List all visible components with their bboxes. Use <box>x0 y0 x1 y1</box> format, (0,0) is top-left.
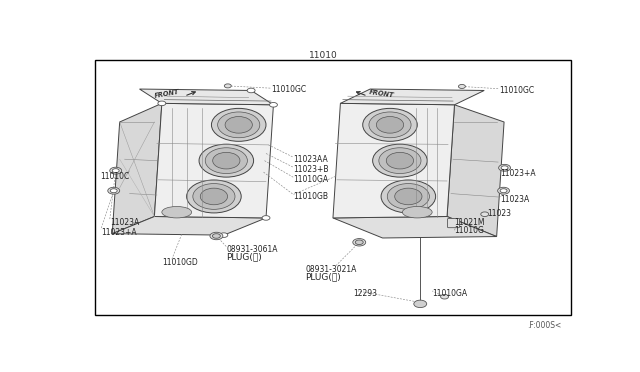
Ellipse shape <box>187 180 241 213</box>
Ellipse shape <box>193 183 235 209</box>
Text: FRONT: FRONT <box>369 89 394 98</box>
Circle shape <box>108 187 120 194</box>
Text: 11023+B: 11023+B <box>293 165 329 174</box>
Ellipse shape <box>363 108 417 141</box>
Polygon shape <box>154 103 273 218</box>
Circle shape <box>262 216 270 220</box>
Circle shape <box>355 240 364 244</box>
Ellipse shape <box>372 144 428 177</box>
Text: 08931-3061A: 08931-3061A <box>227 245 278 254</box>
Polygon shape <box>333 103 454 218</box>
Circle shape <box>225 84 231 88</box>
Circle shape <box>499 164 511 171</box>
Polygon shape <box>333 217 497 238</box>
Text: 11010GA: 11010GA <box>432 289 467 298</box>
Ellipse shape <box>218 112 260 138</box>
Polygon shape <box>340 89 484 105</box>
Polygon shape <box>140 89 273 105</box>
Ellipse shape <box>162 206 191 218</box>
Polygon shape <box>447 105 504 237</box>
Circle shape <box>353 238 365 246</box>
Ellipse shape <box>211 108 266 141</box>
Text: 11010C: 11010C <box>100 172 129 181</box>
Text: 11023A: 11023A <box>500 195 530 204</box>
Ellipse shape <box>205 148 248 173</box>
Circle shape <box>269 103 277 107</box>
Circle shape <box>440 294 449 299</box>
Circle shape <box>247 88 255 93</box>
Circle shape <box>158 101 166 106</box>
Ellipse shape <box>395 188 422 205</box>
Text: 11010GA: 11010GA <box>293 175 328 184</box>
Circle shape <box>481 212 489 217</box>
Circle shape <box>110 167 122 174</box>
Text: 11023+A: 11023+A <box>101 228 136 237</box>
Ellipse shape <box>199 144 253 177</box>
Text: 11010G: 11010G <box>454 226 484 235</box>
Text: 11010GC: 11010GC <box>271 84 306 93</box>
Text: 11010GD: 11010GD <box>162 258 198 267</box>
Text: 11021M: 11021M <box>454 218 485 227</box>
Circle shape <box>212 234 220 238</box>
Ellipse shape <box>200 188 228 205</box>
Ellipse shape <box>381 180 436 213</box>
Text: 08931-3021A: 08931-3021A <box>305 265 356 274</box>
Circle shape <box>414 300 427 308</box>
Text: 11010GB: 11010GB <box>293 192 328 201</box>
Ellipse shape <box>212 153 240 169</box>
Text: .F:000S<: .F:000S< <box>527 321 561 330</box>
Text: PLUG(）): PLUG(）) <box>305 273 341 282</box>
FancyBboxPatch shape <box>447 218 460 228</box>
Bar <box>95 60 571 315</box>
Circle shape <box>501 166 508 170</box>
Circle shape <box>112 169 119 173</box>
Ellipse shape <box>387 153 413 169</box>
Text: 11023: 11023 <box>486 209 511 218</box>
Ellipse shape <box>379 148 421 173</box>
Polygon shape <box>112 217 266 235</box>
Text: 11023AA: 11023AA <box>293 155 328 164</box>
Text: 11023A: 11023A <box>110 218 139 227</box>
Text: PLUG(）): PLUG(）) <box>227 253 262 262</box>
Circle shape <box>110 189 117 193</box>
Ellipse shape <box>387 183 429 209</box>
Text: 11010: 11010 <box>308 51 337 60</box>
Ellipse shape <box>403 206 432 218</box>
Ellipse shape <box>225 116 252 133</box>
Circle shape <box>210 232 223 240</box>
Text: FRONT: FRONT <box>154 89 180 99</box>
Circle shape <box>220 233 228 237</box>
Circle shape <box>498 187 509 194</box>
Circle shape <box>458 84 465 89</box>
Text: 11023+A: 11023+A <box>500 169 536 178</box>
Ellipse shape <box>376 116 404 133</box>
Text: 11010GC: 11010GC <box>499 86 534 95</box>
Circle shape <box>500 189 507 193</box>
Polygon shape <box>112 103 162 234</box>
Text: 12293: 12293 <box>353 289 377 298</box>
Ellipse shape <box>369 112 411 138</box>
